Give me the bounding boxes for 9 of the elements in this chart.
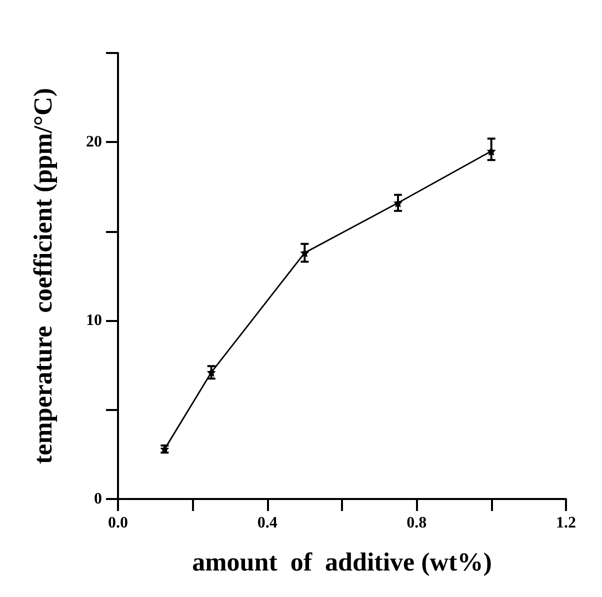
y-axis-title: temperature coefficient (ppm/°C) xyxy=(28,88,58,464)
x-tick-label: 1.2 xyxy=(556,514,576,532)
x-tick-label: 0.0 xyxy=(108,514,128,532)
y-tick-label: 20 xyxy=(86,134,102,151)
y-tick-label: 10 xyxy=(86,312,102,330)
x-axis-title: amount of additive (wt%) xyxy=(192,548,492,576)
x-tick-label: 0.4 xyxy=(257,514,278,532)
x-tick-label: 0.8 xyxy=(406,514,427,532)
y-tick-label: 0 xyxy=(94,490,102,508)
